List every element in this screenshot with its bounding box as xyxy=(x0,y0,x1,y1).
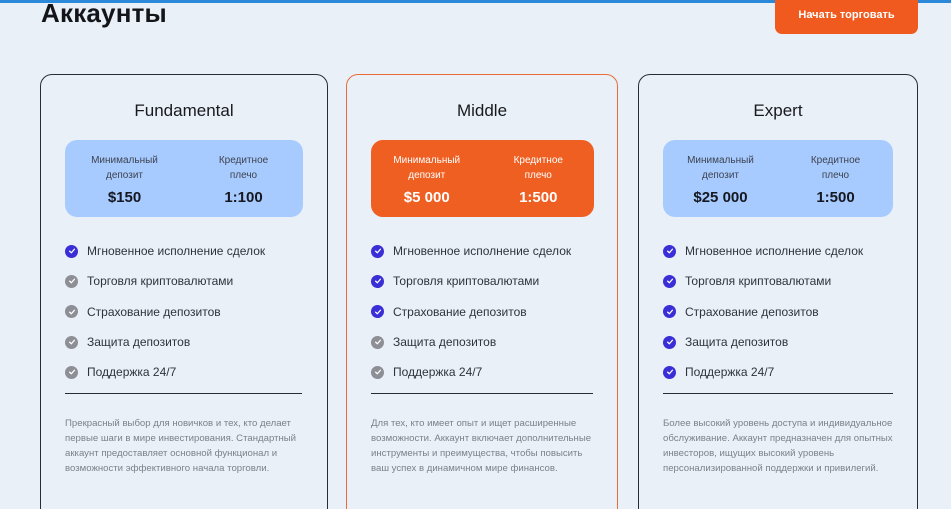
feature-label: Страхование депозитов xyxy=(685,304,819,319)
feature-item: Защита депозитов xyxy=(663,327,863,357)
stats-box: Минимальный депозит $5 000 Кредитное пле… xyxy=(371,140,594,217)
leverage-label: Кредитное плечо xyxy=(810,155,861,181)
card-description: Для тех, кто имеет опыт и ищет расширенн… xyxy=(371,418,592,474)
divider xyxy=(65,393,302,394)
account-card-fundamental: Fundamental Минимальный депозит $150 Кре… xyxy=(40,74,328,509)
feature-label: Поддержка 24/7 xyxy=(87,365,177,380)
check-circle-icon xyxy=(371,274,384,288)
feature-label: Защита депозитов xyxy=(685,335,789,350)
check-circle-icon xyxy=(371,335,384,349)
feature-item: Торговля криптовалютами xyxy=(65,266,265,296)
feature-label: Торговля криптовалютами xyxy=(87,274,234,289)
feature-label: Поддержка 24/7 xyxy=(685,365,775,380)
feature-label: Торговля криптовалютами xyxy=(685,274,832,289)
check-circle-icon xyxy=(371,305,384,319)
min-deposit-label: Минимальный депозит xyxy=(687,155,754,181)
leverage: Кредитное плечо 1:500 xyxy=(778,140,893,217)
min-deposit: Минимальный депозит $150 xyxy=(65,140,184,217)
check-circle-icon xyxy=(663,244,676,258)
check-circle-icon xyxy=(663,335,676,349)
check-circle-icon xyxy=(663,305,676,319)
feature-item: Страхование депозитов xyxy=(663,297,863,327)
feature-item: Страхование депозитов xyxy=(65,297,265,327)
min-deposit-value: $150 xyxy=(107,189,142,206)
feature-list: Мгновенное исполнение сделок Торговля кри… xyxy=(65,236,265,387)
check-circle-icon xyxy=(65,335,78,349)
divider xyxy=(663,393,893,394)
min-deposit: Минимальный депозит $25 000 xyxy=(663,140,778,217)
feature-item: Мгновенное исполнение сделок xyxy=(663,236,863,266)
page-title: Аккаунты xyxy=(41,0,167,28)
check-circle-icon xyxy=(65,305,78,319)
feature-label: Мгновенное исполнение сделок xyxy=(87,244,266,259)
stats-box: Минимальный депозит $150 Кредитное плечо… xyxy=(65,140,303,217)
feature-label: Торговля криптовалютами xyxy=(393,274,540,289)
feature-list: Мгновенное исполнение сделок Торговля кри… xyxy=(663,236,863,387)
check-circle-icon xyxy=(663,274,676,288)
card-title: Fundamental xyxy=(134,101,234,120)
feature-item: Поддержка 24/7 xyxy=(663,357,863,387)
card-description: Более высокий уровень доступа и индивиду… xyxy=(663,418,893,474)
feature-item: Торговля криптовалютами xyxy=(663,266,863,296)
card-description: Прекрасный выбор для новичков и тех, кто… xyxy=(65,418,297,474)
min-deposit: Минимальный депозит $5 000 xyxy=(371,140,483,217)
feature-item: Поддержка 24/7 xyxy=(371,357,571,387)
check-circle-icon xyxy=(663,365,676,379)
account-card-middle: Middle Минимальный депозит $5 000 Кредит… xyxy=(346,74,618,509)
feature-label: Страхование депозитов xyxy=(393,304,527,319)
feature-item: Защита депозитов xyxy=(371,327,571,357)
feature-item: Поддержка 24/7 xyxy=(65,357,265,387)
feature-label: Поддержка 24/7 xyxy=(393,365,483,380)
check-circle-icon xyxy=(65,244,78,258)
card-title: Middle xyxy=(456,101,508,120)
feature-list: Мгновенное исполнение сделок Торговля кри… xyxy=(371,236,571,387)
check-circle-icon xyxy=(371,365,384,379)
feature-label: Защита депозитов xyxy=(87,335,191,350)
feature-item: Защита депозитов xyxy=(65,327,265,357)
feature-item: Торговля криптовалютами xyxy=(371,266,571,296)
divider xyxy=(371,393,593,394)
feature-label: Мгновенное исполнение сделок xyxy=(685,244,864,259)
account-card-expert: Expert Минимальный депозит $25 000 Креди… xyxy=(638,74,918,509)
check-circle-icon xyxy=(371,244,384,258)
check-circle-icon xyxy=(65,274,78,288)
min-deposit-value: $5 000 xyxy=(403,189,450,206)
feature-item: Мгновенное исполнение сделок xyxy=(65,236,265,266)
feature-label: Страхование депозитов xyxy=(87,304,221,319)
leverage-label: Кредитное плечо xyxy=(513,155,563,181)
check-circle-icon xyxy=(65,365,78,379)
leverage: Кредитное плечо 1:100 xyxy=(184,140,303,217)
leverage-value: 1:500 xyxy=(519,189,558,206)
feature-label: Мгновенное исполнение сделок xyxy=(393,244,572,259)
feature-item: Страхование депозитов xyxy=(371,297,571,327)
card-title: Expert xyxy=(753,101,803,120)
stats-box: Минимальный депозит $25 000 Кредитное пл… xyxy=(663,140,893,217)
leverage-label: Кредитное плечо xyxy=(218,155,269,181)
leverage: Кредитное плечо 1:500 xyxy=(483,140,595,217)
top-accent-line xyxy=(0,0,951,3)
leverage-value: 1:100 xyxy=(224,189,263,206)
feature-label: Защита депозитов xyxy=(393,335,497,350)
feature-item: Мгновенное исполнение сделок xyxy=(371,236,571,266)
min-deposit-label: Минимальный депозит xyxy=(91,155,158,181)
min-deposit-value: $25 000 xyxy=(693,189,748,206)
min-deposit-label: Минимальный депозит xyxy=(393,155,461,181)
start-trading-button[interactable]: Начать торговать xyxy=(775,0,918,34)
leverage-value: 1:500 xyxy=(816,189,855,206)
